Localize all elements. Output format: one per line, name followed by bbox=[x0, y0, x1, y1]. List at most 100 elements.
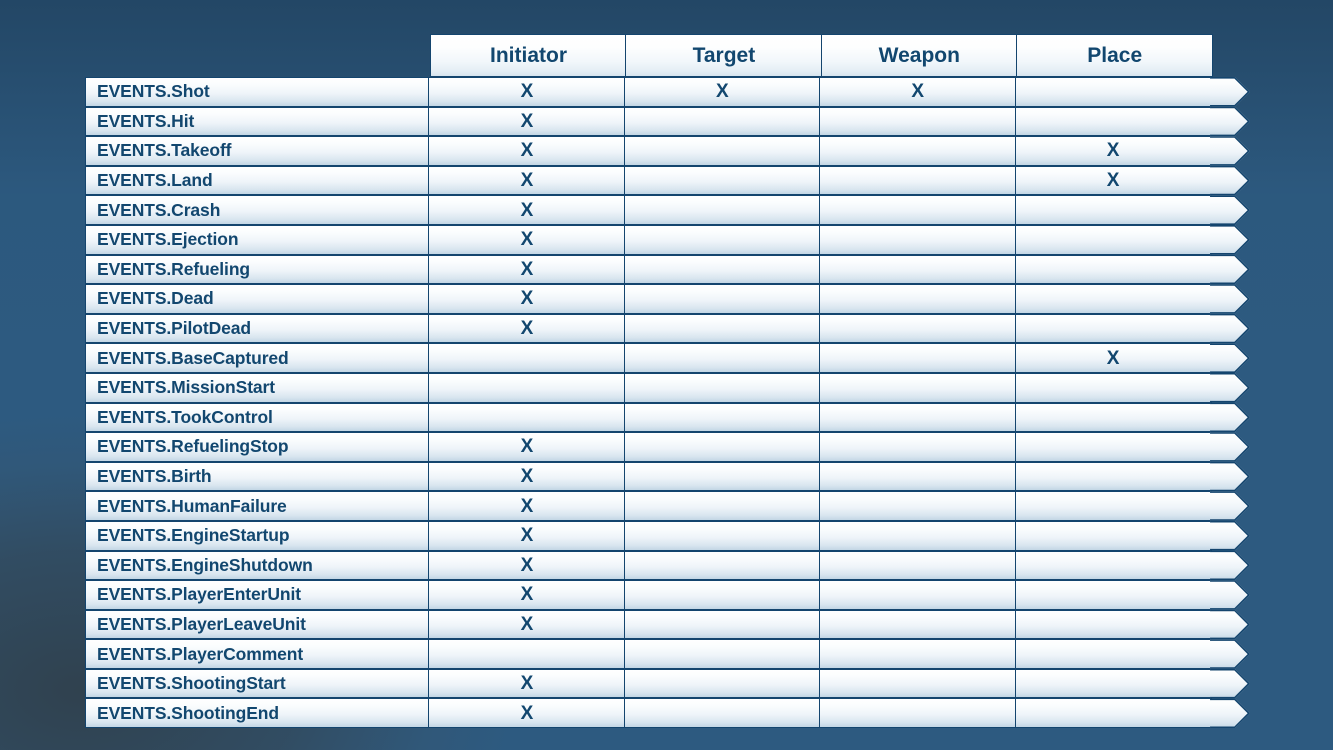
mark-cell-initiator: X bbox=[428, 165, 626, 196]
mark-cell-place bbox=[1014, 77, 1212, 107]
chevron-fill bbox=[1210, 372, 1251, 403]
check-x-mark: X bbox=[520, 584, 534, 606]
check-x-mark: X bbox=[520, 554, 534, 576]
check-x-mark: X bbox=[520, 673, 534, 695]
mark-cell-initiator bbox=[428, 372, 626, 403]
table-body: EVENTS.Shot X X X EVENTS.Hit X EVENTS.Takeoff X… bbox=[85, 77, 1260, 729]
mark-cell-weapon bbox=[819, 254, 1017, 285]
chevron-fill bbox=[1210, 580, 1251, 610]
event-name-cell: EVENTS.Crash bbox=[85, 195, 430, 225]
chevron-fill bbox=[1210, 106, 1251, 137]
check-x-mark: X bbox=[520, 258, 534, 280]
mark-cell-initiator: X bbox=[428, 77, 626, 107]
mark-cell-place bbox=[1014, 432, 1212, 462]
mark-cell-weapon bbox=[819, 165, 1017, 196]
chevron-fill bbox=[1210, 313, 1251, 344]
row-chevron-icon bbox=[1210, 609, 1251, 640]
mark-cell-weapon bbox=[819, 432, 1017, 462]
chevron-fill bbox=[1210, 284, 1251, 314]
mark-cell-place bbox=[1014, 402, 1212, 433]
mark-cell-place: X bbox=[1014, 165, 1212, 196]
table-row: EVENTS.Dead X bbox=[85, 284, 1260, 314]
event-name-cell: EVENTS.Ejection bbox=[85, 224, 430, 255]
mark-cell-target bbox=[623, 136, 821, 166]
row-chevron-icon bbox=[1210, 580, 1251, 610]
row-chevron-icon bbox=[1210, 491, 1251, 521]
check-x-mark: X bbox=[520, 110, 534, 132]
column-header-target: Target bbox=[625, 34, 823, 77]
mark-cell-initiator: X bbox=[428, 609, 626, 640]
mark-cell-initiator: X bbox=[428, 698, 626, 729]
event-name-cell: EVENTS.Dead bbox=[85, 284, 430, 314]
event-name-cell: EVENTS.Land bbox=[85, 165, 430, 196]
check-x-mark: X bbox=[520, 466, 534, 488]
event-name-cell: EVENTS.Birth bbox=[85, 461, 430, 492]
mark-cell-place bbox=[1014, 461, 1212, 492]
check-x-mark: X bbox=[1106, 140, 1120, 162]
mark-cell-target bbox=[623, 639, 821, 669]
event-name-cell: EVENTS.PlayerEnterUnit bbox=[85, 580, 430, 610]
mark-cell-weapon bbox=[819, 195, 1017, 225]
mark-cell-place: X bbox=[1014, 343, 1212, 373]
event-name-cell: EVENTS.ShootingStart bbox=[85, 668, 430, 699]
chevron-fill bbox=[1210, 165, 1251, 196]
check-x-mark: X bbox=[715, 81, 729, 103]
mark-cell-weapon bbox=[819, 698, 1017, 729]
mark-cell-place bbox=[1014, 313, 1212, 344]
mark-cell-initiator: X bbox=[428, 136, 626, 166]
mark-cell-initiator: X bbox=[428, 580, 626, 610]
mark-cell-initiator: X bbox=[428, 254, 626, 285]
chevron-fill bbox=[1210, 668, 1251, 699]
mark-cell-initiator: X bbox=[428, 550, 626, 581]
chevron-fill bbox=[1210, 77, 1251, 107]
row-chevron-icon bbox=[1210, 77, 1251, 107]
row-chevron-icon bbox=[1210, 136, 1251, 166]
check-x-mark: X bbox=[911, 81, 925, 103]
chevron-fill bbox=[1210, 550, 1251, 581]
table-row: EVENTS.ShootingEnd X bbox=[85, 698, 1260, 729]
row-chevron-icon bbox=[1210, 432, 1251, 462]
mark-cell-target bbox=[623, 668, 821, 699]
chevron-fill bbox=[1210, 343, 1251, 373]
mark-cell-place bbox=[1014, 284, 1212, 314]
event-name-cell: EVENTS.PlayerComment bbox=[85, 639, 430, 669]
event-name-cell: EVENTS.EngineShutdown bbox=[85, 550, 430, 581]
mark-cell-target bbox=[623, 520, 821, 551]
mark-cell-weapon bbox=[819, 609, 1017, 640]
mark-cell-initiator: X bbox=[428, 284, 626, 314]
mark-cell-target bbox=[623, 313, 821, 344]
mark-cell-target bbox=[623, 461, 821, 492]
mark-cell-weapon: X bbox=[819, 77, 1017, 107]
mark-cell-target bbox=[623, 491, 821, 521]
table-row: EVENTS.Crash X bbox=[85, 195, 1260, 225]
row-chevron-icon bbox=[1210, 639, 1251, 669]
mark-cell-place bbox=[1014, 609, 1212, 640]
mark-cell-place bbox=[1014, 668, 1212, 699]
row-chevron-icon bbox=[1210, 698, 1251, 729]
row-chevron-icon bbox=[1210, 550, 1251, 581]
table-row: EVENTS.PlayerLeaveUnit X bbox=[85, 609, 1260, 640]
row-chevron-icon bbox=[1210, 106, 1251, 137]
column-header-initiator: Initiator bbox=[430, 34, 627, 77]
check-x-mark: X bbox=[520, 170, 534, 192]
mark-cell-weapon bbox=[819, 136, 1017, 166]
mark-cell-place bbox=[1014, 698, 1212, 729]
mark-cell-weapon bbox=[819, 550, 1017, 581]
event-name-cell: EVENTS.ShootingEnd bbox=[85, 698, 430, 729]
mark-cell-weapon bbox=[819, 639, 1017, 669]
event-name-cell: EVENTS.RefuelingStop bbox=[85, 432, 430, 462]
mark-cell-initiator: X bbox=[428, 491, 626, 521]
chevron-fill bbox=[1210, 254, 1251, 285]
mark-cell-target bbox=[623, 372, 821, 403]
mark-cell-target bbox=[623, 254, 821, 285]
mark-cell-target bbox=[623, 195, 821, 225]
row-chevron-icon bbox=[1210, 372, 1251, 403]
row-chevron-icon bbox=[1210, 254, 1251, 285]
event-name-cell: EVENTS.EngineStartup bbox=[85, 520, 430, 551]
mark-cell-target bbox=[623, 609, 821, 640]
row-chevron-icon bbox=[1210, 461, 1251, 492]
chevron-fill bbox=[1210, 461, 1251, 492]
chevron-fill bbox=[1210, 520, 1251, 551]
table-row: EVENTS.MissionStart bbox=[85, 372, 1260, 403]
mark-cell-target: X bbox=[623, 77, 821, 107]
